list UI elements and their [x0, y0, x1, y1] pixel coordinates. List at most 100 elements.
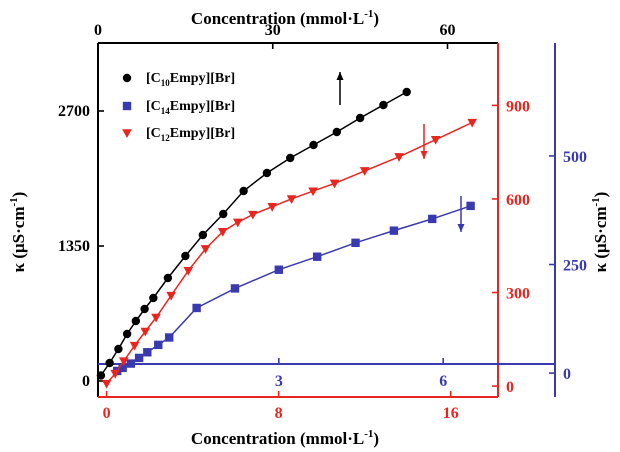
arrow-head — [420, 151, 428, 159]
plot-frame — [97, 42, 556, 398]
series-line — [116, 205, 471, 372]
legend-label-c14-sub: 14 — [161, 106, 171, 116]
data-point — [309, 140, 318, 150]
top-x-tick-label: 0 — [94, 22, 102, 39]
data-point — [312, 252, 322, 261]
data-point — [274, 265, 284, 274]
data-point — [351, 238, 360, 248]
data-point — [183, 266, 194, 276]
data-point — [118, 363, 127, 373]
data-point — [181, 251, 190, 261]
legend-marker-circle — [122, 73, 132, 83]
bottom-x-axis-title: Concentration (mmol·L-1) — [191, 428, 379, 448]
data-point — [149, 293, 158, 303]
left-y-tick-label: 1350 — [58, 238, 90, 255]
legend-label-c14-tail: Empy][Br] — [170, 99, 235, 114]
top-x-axis-title-tail: ) — [373, 9, 379, 28]
data-point — [332, 127, 342, 137]
data-point — [232, 218, 243, 228]
series-square — [112, 201, 475, 376]
data-point — [163, 273, 173, 283]
data-point — [114, 344, 123, 354]
legend — [122, 73, 132, 138]
bottom-x-red-tick-label: 16 — [443, 405, 459, 422]
data-point — [166, 291, 176, 301]
data-point — [101, 379, 112, 389]
data-point — [219, 209, 228, 219]
data-point — [131, 316, 141, 326]
data-point — [198, 230, 208, 240]
data-point — [129, 341, 140, 351]
data-point — [262, 168, 272, 178]
series-circle — [96, 87, 411, 380]
data-point — [389, 226, 399, 235]
left-y-tick-label: 2700 — [58, 103, 90, 120]
data-point — [230, 284, 240, 293]
data-point — [134, 353, 144, 363]
legend-label-c10-tail: Empy][Br] — [170, 71, 235, 86]
bottom-x-axis-title-tail: ) — [373, 429, 379, 448]
data-point — [140, 327, 151, 337]
bottom-x-red-tick-label: 8 — [275, 405, 283, 422]
data-point — [402, 87, 411, 97]
data-point — [359, 167, 370, 176]
arrow-head — [457, 224, 465, 232]
left-y-axis-title: κ (μS·cm-1) — [8, 192, 28, 273]
data-point — [267, 203, 277, 212]
data-point — [355, 113, 365, 123]
data-point — [286, 195, 297, 204]
data-point — [466, 201, 475, 211]
data-point — [379, 100, 388, 110]
legend-label-c12-sub: 12 — [161, 133, 171, 143]
bottom-x-red-tick-label: 0 — [103, 405, 111, 422]
data-point — [126, 359, 136, 368]
right-y-axis-title-tail: ) — [591, 192, 610, 198]
data-point — [239, 186, 248, 196]
data-point — [286, 153, 295, 163]
bottom-x-blue-tick-label: 3 — [275, 373, 283, 390]
data-point — [200, 245, 211, 254]
data-point — [394, 153, 404, 162]
legend-label-c10: [C10Empy][Br] — [146, 71, 235, 88]
data-point — [428, 214, 437, 224]
top-x-axis-title: Concentration (mmol·L-1) — [191, 8, 379, 28]
arrow-up-circle — [336, 72, 344, 105]
legend-label-c10-sub: 10 — [161, 78, 171, 88]
right-y-blue-tick-label: 250 — [563, 258, 587, 275]
right-y-red-tick-label: 600 — [506, 192, 530, 209]
data-point — [119, 357, 129, 367]
data-point — [154, 340, 163, 350]
right-y-axis-title: κ (μS·cm-1) — [590, 192, 610, 273]
right-y-blue-tick-label: 500 — [563, 149, 587, 166]
data-point — [140, 304, 149, 314]
right-y-red-tick-label: 900 — [506, 98, 530, 115]
data-point — [217, 227, 228, 237]
bottom-x-axis-title-sup: -1 — [364, 428, 373, 440]
left-y-axis-title-sup: -1 — [8, 197, 20, 206]
arrow-down-triangle-down — [420, 124, 428, 159]
arrow-head — [336, 72, 344, 80]
data-point — [105, 358, 114, 368]
left-y-tick-label: 0 — [82, 373, 90, 390]
data-point — [329, 179, 340, 189]
legend-label-c14: [C14Empy][Br] — [146, 99, 235, 116]
top-x-tick-label: 30 — [265, 22, 281, 39]
data-point — [165, 333, 174, 342]
data-point — [122, 329, 132, 339]
data-point — [248, 210, 258, 220]
legend-marker-triangle-down — [122, 129, 132, 138]
data-point — [192, 303, 201, 313]
data-point — [430, 135, 441, 145]
series-triangle-down — [101, 118, 477, 389]
data-point — [308, 187, 318, 197]
series-group — [96, 87, 477, 389]
right-y-red-tick-label: 300 — [506, 286, 530, 303]
legend-label-c12-tail: Empy][Br] — [170, 126, 235, 141]
top-x-axis-title-sup: -1 — [364, 8, 373, 20]
data-point — [151, 313, 161, 323]
left-y-axis-title-tail: ) — [9, 192, 28, 198]
data-point — [143, 348, 152, 357]
data-point — [467, 118, 477, 128]
right-y-blue-tick-label: 0 — [563, 366, 571, 383]
